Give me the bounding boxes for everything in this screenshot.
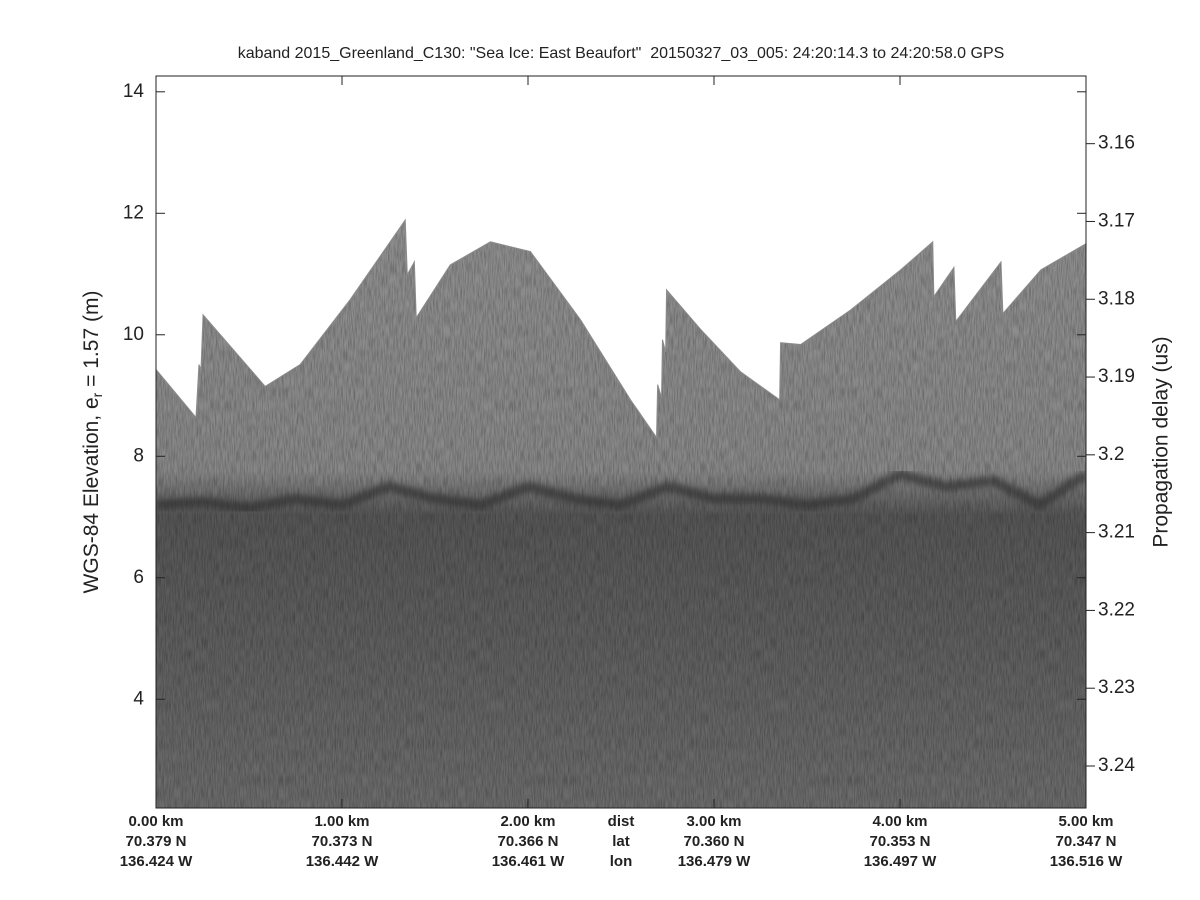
y-label-rest: = 1.57 (m) — [80, 291, 103, 393]
x-tick-label: 4.00 km — [872, 813, 927, 830]
lat-label: 70.353 N — [870, 833, 931, 850]
y-axis-label: WGS-84 Elevation, er = 1.57 (m) — [80, 291, 105, 594]
x-tick-label: 0.00 km — [128, 813, 183, 830]
y-tick-label: 4 — [133, 688, 144, 709]
y-tick-label: 12 — [123, 202, 144, 223]
y2-axis-label: Propagation delay (us) — [1150, 336, 1173, 547]
y2-tick-label: 3.19 — [1098, 366, 1135, 387]
surface-edge — [155, 218, 1087, 439]
plot-frame — [155, 75, 1087, 809]
y2-tick-label: 3.17 — [1098, 210, 1135, 231]
x-tick-label: 5.00 km — [1058, 813, 1113, 830]
y2-tick-label: 3.21 — [1098, 522, 1135, 543]
x-tick-label: 3.00 km — [686, 813, 741, 830]
lon-label: 136.479 W — [678, 853, 751, 870]
lat-label: 70.366 N — [498, 833, 559, 850]
y-tick-label: 6 — [133, 567, 144, 588]
y-label-main: WGS-84 Elevation, e — [80, 397, 103, 593]
y-tick-label: 10 — [123, 324, 144, 345]
lat-label: 70.347 N — [1056, 833, 1117, 850]
ice-layer — [156, 469, 1086, 513]
lon-label: 136.461 W — [492, 853, 565, 870]
y2-tick-label: 3.16 — [1098, 133, 1135, 154]
y-tick-label: 14 — [123, 81, 145, 102]
row-label: dist — [608, 813, 635, 830]
y2-tick-label: 3.23 — [1098, 677, 1135, 698]
x-tick-label: 1.00 km — [314, 813, 369, 830]
y2-tick-label: 3.24 — [1098, 755, 1135, 776]
lat-label: 70.360 N — [684, 833, 745, 850]
y2-tick-label: 3.2 — [1098, 444, 1124, 465]
y2-tick-label: 3.18 — [1098, 288, 1135, 309]
lat-label: 70.379 N — [126, 833, 187, 850]
row-label: lon — [610, 853, 633, 870]
lat-label: 70.373 N — [312, 833, 373, 850]
y-label-subscript: r — [89, 392, 105, 397]
row-label: lat — [612, 833, 630, 850]
lon-label: 136.497 W — [864, 853, 937, 870]
lon-label: 136.442 W — [306, 853, 379, 870]
lon-label: 136.424 W — [120, 853, 193, 870]
x-tick-label: 2.00 km — [500, 813, 555, 830]
y2-tick-label: 3.22 — [1098, 599, 1135, 620]
y-tick-label: 8 — [133, 445, 144, 466]
chart-title: kaband 2015_Greenland_C130: "Sea Ice: Ea… — [238, 45, 1005, 62]
lon-label: 136.516 W — [1050, 853, 1123, 870]
